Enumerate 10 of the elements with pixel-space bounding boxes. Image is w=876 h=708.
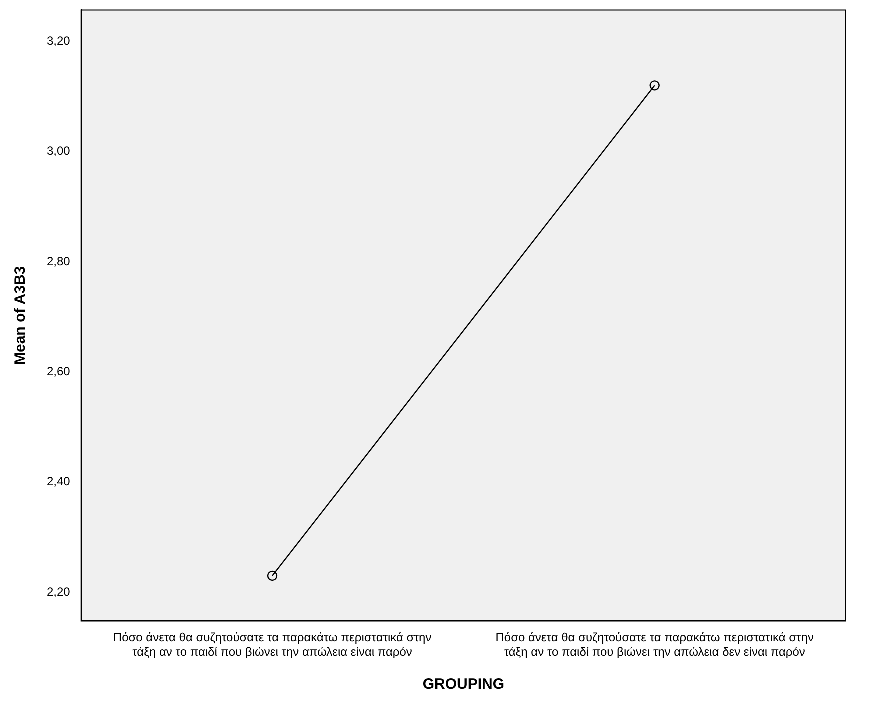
y-tick-label: 2,20 bbox=[46, 584, 71, 599]
y-tick-label: 2,40 bbox=[46, 474, 71, 489]
x-tick-label: Πόσο άνετα θα συζητούσατε τα παρακάτω περιστατικά στην τάξη αν το παιδί που βιώνει την απώλεια είναι παρόν bbox=[113, 630, 432, 660]
x-axis-title: GROUPING bbox=[422, 676, 505, 694]
y-tick-label: 2,80 bbox=[46, 254, 71, 268]
y-tick-label: 3,00 bbox=[46, 144, 71, 158]
y-tick-label: 2,60 bbox=[46, 364, 71, 378]
x-tick-label: Πόσο άνετα θα συζητούσατε τα παρακάτω περιστατικά στην τάξη αν το παιδί που βιώνει την απώλεια δεν είναι παρόν bbox=[496, 630, 814, 660]
y-axis-title: Mean of A3B3 bbox=[12, 266, 30, 366]
y-tick-label: 3,20 bbox=[46, 34, 71, 48]
